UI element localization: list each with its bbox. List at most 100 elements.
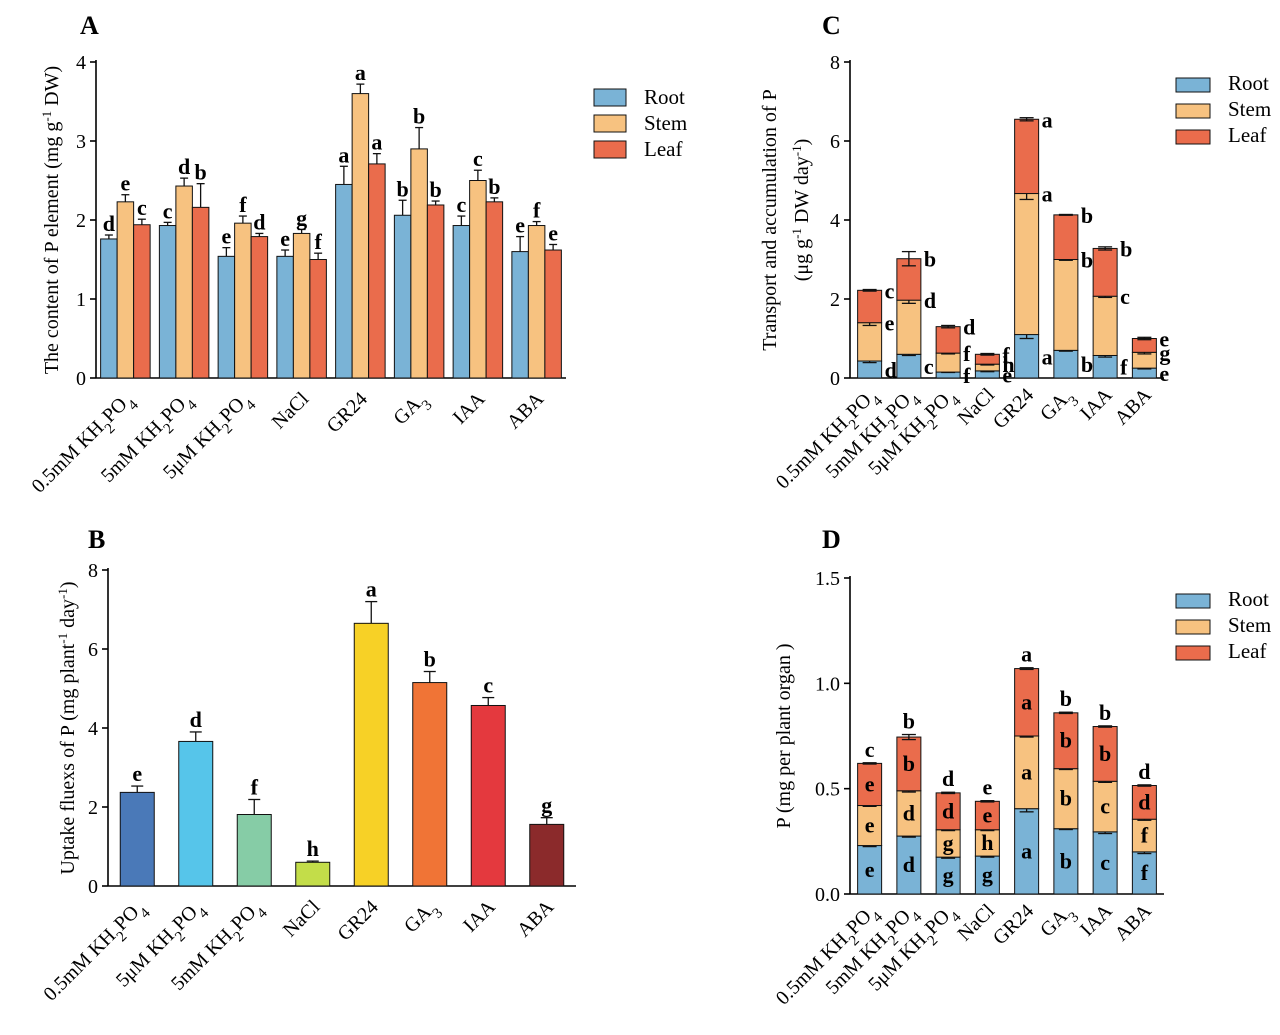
panel-c-sig-label: b [924,247,936,272]
panel-a-bar-leaf [485,201,504,379]
panel-d-sig-label: b [1060,786,1072,811]
panel-c-bar-leaf [1092,247,1118,297]
panel-d-x-tick-label: IAA [1076,900,1117,941]
panel-c-sig-label: f [963,341,971,366]
panel-a-bar-leaf [191,206,210,379]
panel-c-bar-leaf [935,326,961,354]
panel-a-bar-root [100,238,118,379]
panel-a-ytick-label: 4 [76,52,86,74]
panel-d-sig-label: f [1141,823,1149,848]
panel-d-letter: D [822,525,841,554]
panel-b-ytick-label: 6 [88,639,98,661]
panel-a-ytick-label: 0 [76,368,86,390]
panel-a-bar-root [511,251,529,379]
panel-b-bar [353,622,389,887]
panel-c-sig-label: a [1042,182,1053,207]
panel-d-bar-leaf [1092,726,1118,782]
panel-a-sig-label: f [239,192,247,217]
panel-d-sig-label: d [1138,789,1150,814]
panel-c-legend-swatch-leaf [1175,129,1211,145]
panel-c-sig-label: g [1159,340,1170,365]
panel-b-letter: B [88,525,105,554]
panel-c-sig-label: h [1002,352,1014,377]
panel-c-sig-label: f [1120,355,1128,380]
panel-a-x-tick-label: NaCl [268,388,314,434]
panel-d-legend-swatch-root [1175,593,1211,609]
panel-a-bar-root [452,225,471,379]
panel-a-ytick-label: 3 [76,131,86,153]
panel-a: A 0 1 2 3 4 The content of P element (mg g-1 D… [27,11,687,497]
panel-a-bar-leaf [426,204,445,379]
panel-c-bar-root [1092,354,1118,379]
panel-d-bar-leaf [896,736,922,792]
panel-b-bar [412,682,448,887]
panel-d-ytick-label: 0.5 [815,779,840,801]
panel-d-sig-label: c [1100,794,1110,819]
panel-d-sig-label-top: d [942,766,954,791]
panel-c-x-tick-label: GR24 [989,384,1038,433]
panel-d-legend-swatch-stem [1175,619,1211,635]
panel-b-sig-label: h [307,836,319,861]
panel-a-legend-swatch-stem [593,114,627,133]
panel-c-bar-stem [1014,193,1040,336]
panel-d-sig-label: d [903,800,915,825]
panel-a-sig-label: d [178,154,190,179]
panel-a-bar-leaf [544,249,562,379]
panel-a-bar-root [276,255,294,379]
panel-d-sig-label: g [943,830,954,855]
panel-d-sig-label: d [903,852,915,877]
panel-c-x-tick-label: GA3 [1036,384,1082,430]
panel-a-sig-label: a [338,142,349,167]
panel-c-sig-label: b [1120,236,1132,261]
panel-a-sig-label: d [103,211,115,236]
panel-b: B 0 2 4 6 8 Uptake fluexs of P (mg plant-1 day… [39,525,576,1005]
panel-b-bar [295,861,331,887]
panel-d-legend-label-leaf: Leaf [1228,639,1266,663]
panel-d-bar-root [935,856,961,895]
panel-d-bar-stem [1053,768,1079,830]
panel-d-sig-label: a [1021,838,1032,863]
panel-c-sig-label: c [885,278,895,303]
panel-a-sig-label: b [413,104,425,129]
panel-d-sig-label: h [981,830,993,855]
panel-d-sig-label: c [1100,850,1110,875]
panel-d-sig-label: g [982,862,993,887]
panel-b-ytick-label: 4 [88,718,98,740]
panel-a-bar-root [335,183,353,379]
panel-c-legend-label-leaf: Leaf [1228,123,1266,147]
panel-d-bar-root [857,845,883,895]
panel-c-sig-label: a [1042,107,1053,132]
panel-d-sig-label: b [1099,741,1111,766]
panel-c-sig-label: d [963,315,975,340]
panel-c-sig-label: d [885,358,897,383]
panel-a-sig-label: e [515,213,525,238]
panel-b-x-tick-label: GA3 [400,896,446,942]
panel-d-y-label: P (mg per plant organ ) [773,644,795,829]
panel-b-sig-label: f [251,774,259,799]
panel-b-sig-label: c [483,673,493,698]
panel-d-x-tick-label: GR24 [989,900,1038,949]
panel-d-bar-leaf [1014,668,1040,737]
panel-d-sig-label-top: b [1099,700,1111,725]
panel-d-sig-label: e [865,857,875,882]
panel-a-ytick-label: 1 [76,289,86,311]
panel-a-sig-label: e [280,226,290,251]
panel-a-letter: A [80,11,99,40]
panel-d-bar-stem [1131,818,1157,853]
panel-d-x-tick-label: ABA [1110,900,1156,946]
panel-b-bar [470,704,506,887]
panel-d-sig-label: e [865,771,875,796]
panel-b-ytick-label: 2 [88,797,98,819]
panel-a-bar-stem [469,180,487,379]
panel-b-ytick-label: 0 [88,876,98,898]
panel-d-bar-root [1014,808,1040,895]
panel-c-legend-label-root: Root [1228,71,1269,95]
panel-a-sig-label: e [221,224,231,249]
panel-c-bar-leaf [857,289,883,324]
panel-d-bar-leaf [857,762,883,807]
panel-d-bar-root [1053,828,1079,895]
panel-c-y-label-line2: (μg g-1 DW day-1) [789,139,814,282]
panel-a-legend-label-leaf: Leaf [644,137,682,161]
panel-c-legend-label-stem: Stem [1228,97,1271,121]
panel-c-bar-stem [1053,259,1079,351]
